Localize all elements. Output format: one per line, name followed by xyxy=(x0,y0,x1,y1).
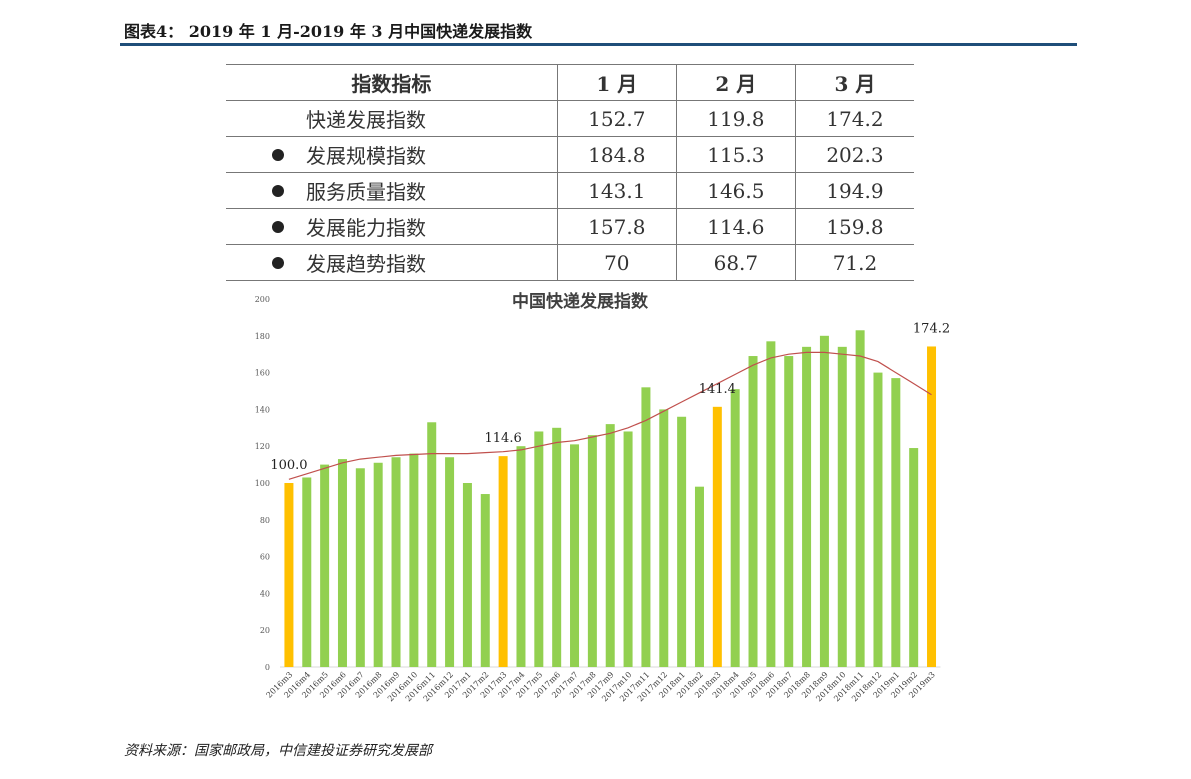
row-label: 发展能力指数 xyxy=(306,216,426,240)
y-tick-label: 0 xyxy=(265,663,270,672)
y-tick-label: 160 xyxy=(255,369,270,378)
table-row: 发展趋势指数 70 68.7 71.2 xyxy=(226,244,914,281)
row-label-cell: 服务质量指数 xyxy=(226,172,558,209)
bar xyxy=(480,494,490,667)
bar xyxy=(819,335,829,667)
source-note: 资料来源：国家邮政局，中信建投证券研究发展部 xyxy=(124,743,432,759)
y-tick-label: 140 xyxy=(255,405,270,414)
table-cell: 174.2 xyxy=(794,100,914,137)
bar xyxy=(498,456,508,667)
bar xyxy=(712,406,722,667)
y-tick-label: 100 xyxy=(255,479,270,488)
y-tick-label: 180 xyxy=(255,332,270,341)
table-header: 2 月 xyxy=(675,64,796,101)
bar xyxy=(623,431,633,667)
table-header: 指数指标 xyxy=(226,64,558,101)
row-label: 发展趋势指数 xyxy=(306,252,426,276)
bar xyxy=(694,486,704,667)
bar xyxy=(927,346,937,667)
data-label: 174.2 xyxy=(913,321,950,336)
y-tick-label: 60 xyxy=(260,553,270,562)
bullet-icon xyxy=(272,148,284,161)
y-tick-label: 200 xyxy=(255,295,270,304)
bar xyxy=(730,389,740,667)
bar xyxy=(391,457,401,667)
bar xyxy=(570,444,580,667)
bar xyxy=(659,409,669,667)
table-cell: 143.1 xyxy=(556,172,677,209)
bar xyxy=(516,446,526,667)
row-label-cell: 发展趋势指数 xyxy=(226,244,558,281)
table-header-row: 指数指标 1 月 2 月 3 月 xyxy=(226,64,914,101)
table-row: 发展能力指数 157.8 114.6 159.8 xyxy=(226,208,914,245)
y-tick-label: 80 xyxy=(260,516,270,525)
bar xyxy=(677,416,687,667)
y-tick-label: 120 xyxy=(255,442,270,451)
bar xyxy=(855,330,865,667)
bar xyxy=(766,341,776,667)
express-index-chart: 中国快递发展指数 0 20 40 60 80 100 120 140 160 180 200 100.0… xyxy=(255,291,950,703)
table-cell: 194.9 xyxy=(794,172,914,209)
bar xyxy=(302,477,312,667)
bar xyxy=(641,387,651,667)
bar xyxy=(320,464,330,667)
bar xyxy=(837,346,847,667)
data-label: 141.4 xyxy=(699,382,736,397)
bar xyxy=(784,356,794,667)
table-cell: 184.8 xyxy=(556,136,677,173)
bar xyxy=(445,457,455,667)
row-label: 快递发展指数 xyxy=(226,100,558,137)
bar xyxy=(462,483,472,667)
row-label-cell: 发展规模指数 xyxy=(226,136,558,173)
bar xyxy=(748,356,758,667)
bar xyxy=(587,435,597,667)
bar xyxy=(909,448,919,667)
table-row: 发展规模指数 184.8 115.3 202.3 xyxy=(226,136,914,173)
table-cell: 146.5 xyxy=(675,172,796,209)
bar xyxy=(373,462,383,667)
bar xyxy=(605,424,615,667)
row-label: 服务质量指数 xyxy=(306,180,426,204)
table-cell: 157.8 xyxy=(556,208,677,245)
bar xyxy=(891,378,901,667)
trend-line xyxy=(288,351,932,480)
table-row: 快递发展指数 152.7 119.8 174.2 xyxy=(226,100,914,137)
bar xyxy=(534,431,544,667)
y-tick-label: 20 xyxy=(260,626,270,635)
table-cell: 68.7 xyxy=(675,244,796,281)
table-cell: 70 xyxy=(556,244,677,281)
table-cell: 152.7 xyxy=(556,100,677,137)
bar xyxy=(409,453,419,667)
table-header: 3 月 xyxy=(794,64,914,101)
table-cell: 159.8 xyxy=(794,208,914,245)
row-label-cell: 发展能力指数 xyxy=(226,208,558,245)
table-cell: 115.3 xyxy=(675,136,796,173)
data-label: 100.0 xyxy=(270,458,307,473)
row-label: 发展规模指数 xyxy=(306,144,426,168)
table-cell: 114.6 xyxy=(675,208,796,245)
bar xyxy=(284,483,294,667)
table-cell: 119.8 xyxy=(675,100,796,137)
bar xyxy=(552,427,562,667)
index-table: 指数指标 1 月 2 月 3 月 快递发展指数 152.7 119.8 174.… xyxy=(226,64,914,281)
chart-title: 中国快递发展指数 xyxy=(512,291,649,312)
bar xyxy=(802,346,812,667)
title-rule xyxy=(120,43,1077,46)
bar xyxy=(337,459,347,667)
table-header: 1 月 xyxy=(556,64,677,101)
y-tick-label: 40 xyxy=(260,589,270,598)
data-label: 114.6 xyxy=(485,431,522,446)
bar xyxy=(355,468,365,667)
bar xyxy=(873,372,883,667)
bullet-icon xyxy=(272,184,284,197)
figure-title: 图表4： 2019 年 1 月-2019 年 3 月中国快递发展指数 xyxy=(124,22,533,41)
bullet-icon xyxy=(272,256,284,269)
bullet-icon xyxy=(272,220,284,233)
bar xyxy=(427,422,437,667)
table-cell: 202.3 xyxy=(794,136,914,173)
table-cell: 71.2 xyxy=(794,244,914,281)
table-row: 服务质量指数 143.1 146.5 194.9 xyxy=(226,172,914,209)
